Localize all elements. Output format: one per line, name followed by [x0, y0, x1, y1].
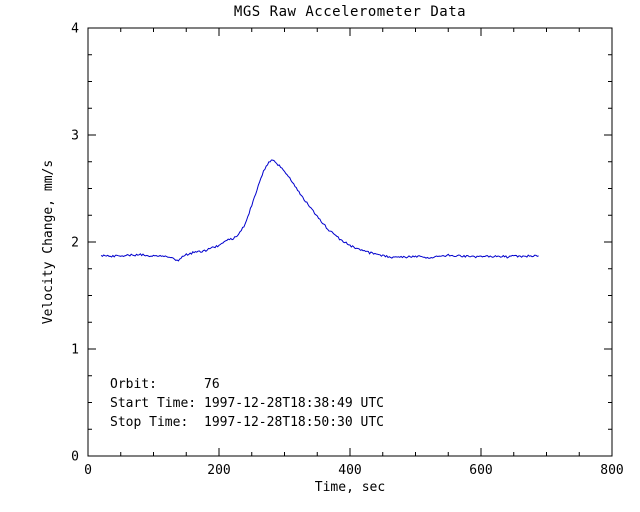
x-tick-label: 600: [469, 463, 492, 478]
plot-area: 0 200 400 600 800 0 1 2 3 4: [71, 22, 624, 479]
x-axis-label: Time, sec: [315, 480, 385, 495]
orbit-value: 76: [204, 377, 220, 392]
y-tick-label: 0: [71, 450, 79, 465]
start-time-value: 1997-12-28T18:38:49 UTC: [204, 396, 384, 411]
stop-time-label: Stop Time:: [110, 415, 188, 430]
orbit-label: Orbit:: [110, 377, 157, 392]
y-tick-label: 1: [71, 343, 79, 358]
x-tick-label: 200: [207, 463, 230, 478]
chart-title: MGS Raw Accelerometer Data: [234, 4, 466, 20]
x-tick-label: 0: [84, 463, 92, 478]
y-tick-label: 3: [71, 129, 79, 144]
data-line: [100, 159, 539, 262]
x-tick-label: 400: [338, 463, 361, 478]
y-tick-label: 2: [71, 236, 79, 251]
start-time-label: Start Time:: [110, 396, 196, 411]
plot-border: [87, 27, 613, 457]
y-tick-label: 4: [71, 22, 79, 37]
info-block: Orbit: 76 Start Time: 1997-12-28T18:38:4…: [110, 377, 384, 430]
stop-time-value: 1997-12-28T18:50:30 UTC: [204, 415, 384, 430]
x-tick-label: 800: [600, 463, 623, 478]
y-axis-label: Velocity Change, mm/s: [41, 160, 56, 324]
